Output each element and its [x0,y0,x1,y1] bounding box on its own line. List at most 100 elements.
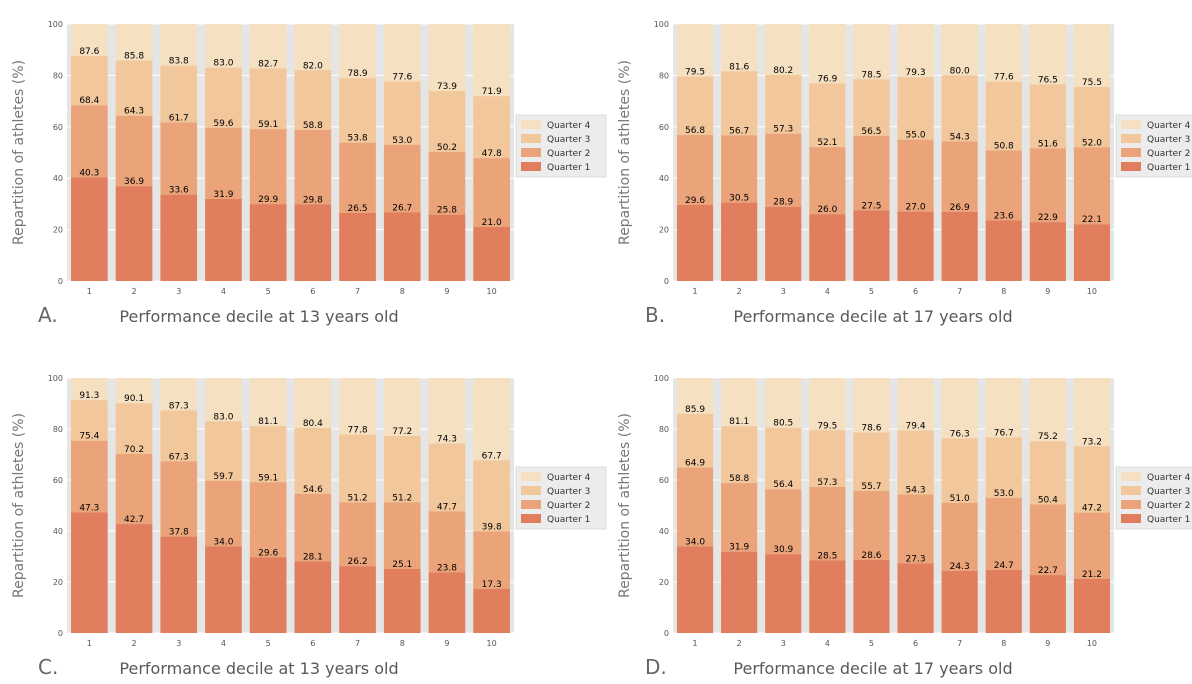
bar-segment-quarter-4 [383,378,421,437]
panel-label: D. [645,655,667,679]
x-tick-label: 6 [310,639,315,648]
bar-segment-quarter-4 [249,24,287,69]
bar-segment-quarter-3 [339,78,376,143]
data-label-quarter-1: 34.0 [213,537,233,547]
data-label-quarter-1: 25.8 [437,206,457,216]
data-label-quarter-3: 83.0 [213,412,233,422]
x-tick-label: 9 [1045,287,1050,296]
bar-segment-quarter-2 [205,480,242,547]
y-tick-label: 40 [659,527,669,536]
bar-segment-quarter-3 [115,60,153,116]
bar-segment-quarter-4 [115,24,153,61]
data-label-quarter-1: 23.6 [994,211,1014,221]
data-label-quarter-3: 77.6 [392,73,412,83]
bar-segment-quarter-3 [294,427,332,494]
bar-segment-quarter-4 [1029,24,1066,85]
data-label-quarter-3: 81.1 [729,417,749,427]
data-label-quarter-2: 51.0 [950,494,970,504]
data-label-quarter-2: 64.3 [124,107,144,117]
x-tick-label: 6 [310,287,315,296]
data-label-quarter-1: 28.9 [773,198,793,208]
data-label-quarter-2: 70.2 [124,445,144,455]
bar-segment-quarter-4 [897,378,934,431]
y-tick-label: 80 [659,425,669,434]
bar-segment-quarter-3 [721,71,758,136]
bar-segment-quarter-2 [249,482,287,558]
data-label-quarter-3: 80.2 [773,66,793,76]
bar-segment-quarter-2 [853,490,890,561]
y-tick-label: 60 [53,123,63,132]
bar-segment-quarter-3 [765,74,802,134]
bar-segment-quarter-1 [985,220,1022,281]
bar-segment-quarter-1 [941,571,978,633]
y-tick-label: 100 [654,20,669,29]
bar-segment-quarter-4 [473,378,510,461]
legend-swatch [521,486,541,495]
bar-segment-quarter-1 [765,554,802,633]
data-label-quarter-3: 80.5 [773,419,793,429]
data-label-quarter-3: 75.5 [1082,78,1102,88]
data-label-quarter-3: 78.9 [348,69,368,79]
bar-segment-quarter-1 [941,211,978,281]
bar-segment-quarter-1 [853,210,890,281]
legend-label: Quarter 2 [547,501,590,511]
data-label-quarter-1: 27.3 [906,554,926,564]
legend-swatch [521,148,541,157]
x-tick-label: 9 [444,639,449,648]
bar-segment-quarter-2 [985,150,1022,221]
data-label-quarter-3: 79.5 [685,68,705,78]
bar-segment-quarter-1 [249,204,287,281]
x-tick-label: 5 [266,287,271,296]
legend-label: Quarter 4 [1147,473,1191,483]
bar-segment-quarter-2 [721,135,758,203]
legend-label: Quarter 1 [1147,515,1190,525]
data-label-quarter-3: 78.6 [861,424,881,434]
data-label-quarter-3: 87.3 [169,401,189,411]
bar-segment-quarter-4 [428,378,466,444]
y-axis-label: Repartition of athletes (%) [617,60,633,245]
bar-segment-quarter-1 [473,588,510,633]
x-tick-label: 6 [913,639,918,648]
bar-segment-quarter-2 [115,453,153,525]
data-label-quarter-1: 21.0 [482,218,502,228]
bar-segment-quarter-2 [853,135,890,211]
y-tick-label: 0 [664,277,669,286]
data-label-quarter-2: 54.6 [303,485,323,495]
bar-segment-quarter-2 [941,502,978,572]
bar-segment-quarter-3 [1073,446,1111,513]
bar-segment-quarter-4 [383,24,421,82]
bar-segment-quarter-1 [294,561,332,633]
data-label-quarter-3: 77.6 [994,73,1014,83]
bar-segment-quarter-2 [985,497,1022,571]
data-label-quarter-3: 81.1 [258,417,278,427]
data-label-quarter-1: 29.8 [303,195,323,205]
x-tick-label: 4 [221,639,226,648]
bar-segment-quarter-2 [1073,512,1111,579]
data-label-quarter-3: 85.9 [685,405,705,415]
data-label-quarter-2: 50.4 [1038,495,1058,505]
x-tick-label: 7 [957,287,962,296]
data-label-quarter-2: 56.4 [773,480,793,490]
x-tick-label: 7 [957,639,962,648]
legend-swatch [1121,162,1141,171]
x-tick-label: 3 [176,287,181,296]
bar-segment-quarter-4 [676,378,714,414]
data-label-quarter-2: 51.2 [348,493,368,503]
bar-segment-quarter-2 [765,133,802,207]
bar-segment-quarter-2 [809,147,846,215]
data-label-quarter-2: 68.4 [79,96,99,106]
y-tick-label: 100 [654,374,669,383]
bar-segment-quarter-1 [1073,224,1111,281]
x-tick-label: 2 [132,639,137,648]
data-label-quarter-3: 80.4 [303,419,323,429]
bar-segment-quarter-4 [428,24,466,92]
bar-segment-quarter-4 [765,24,802,75]
x-tick-label: 6 [913,287,918,296]
panel-label: B. [645,303,665,327]
legend-swatch [1121,472,1141,481]
bar-segment-quarter-1 [249,557,287,633]
data-label-quarter-2: 55.7 [861,482,881,492]
data-label-quarter-2: 47.7 [437,502,457,512]
x-tick-label: 10 [1087,287,1097,296]
